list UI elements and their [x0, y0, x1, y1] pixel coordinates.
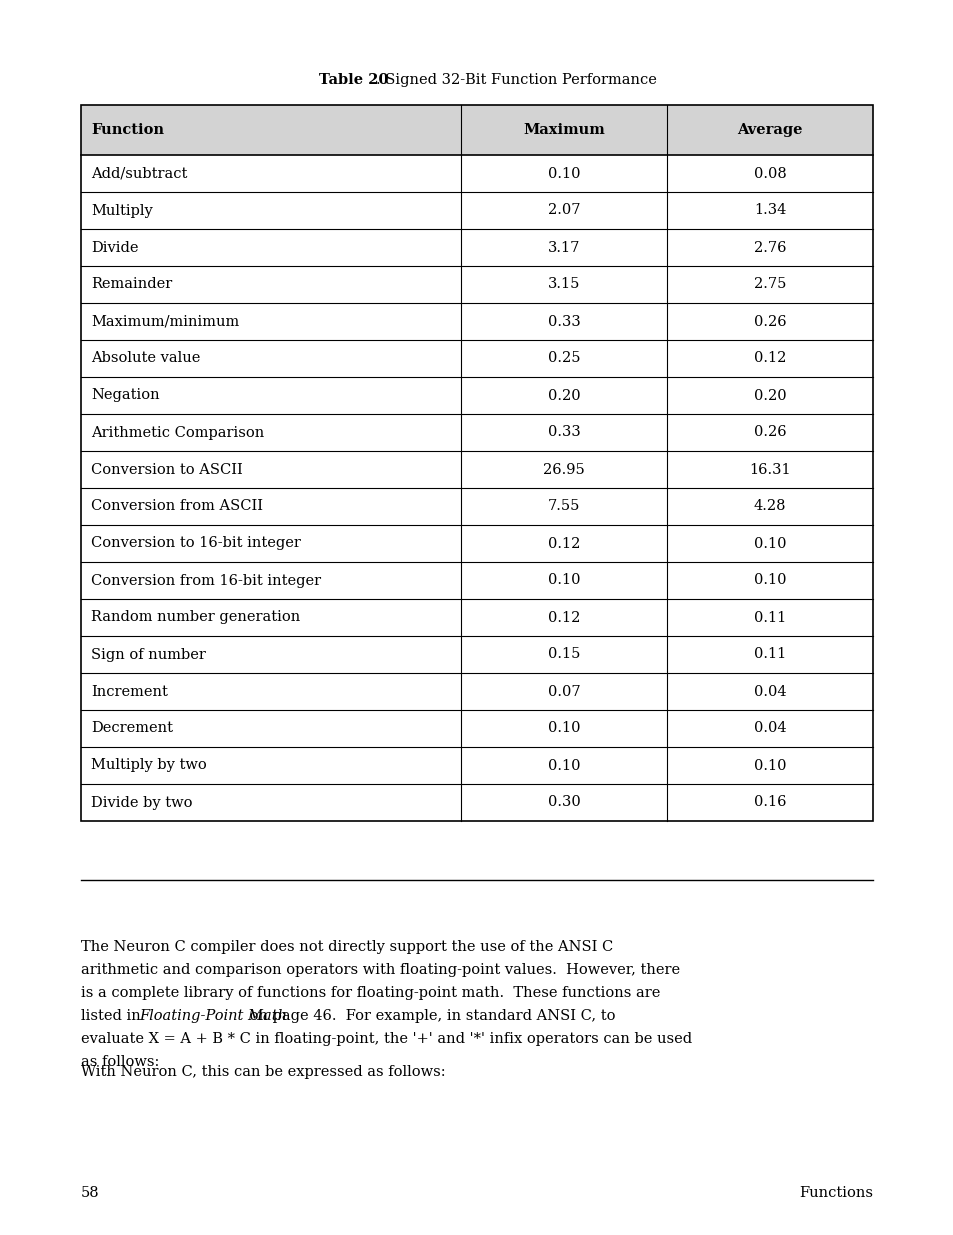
- Bar: [81, 266, 872, 303]
- Text: 0.10: 0.10: [547, 758, 579, 773]
- Text: Negation: Negation: [91, 389, 159, 403]
- Text: Random number generation: Random number generation: [91, 610, 300, 625]
- Text: Table 20: Table 20: [318, 73, 388, 86]
- Text: arithmetic and comparison operators with floating-point values.  However, there: arithmetic and comparison operators with…: [81, 963, 679, 977]
- Bar: [81, 710, 872, 747]
- Text: Absolute value: Absolute value: [91, 352, 200, 366]
- Bar: [81, 784, 872, 821]
- Text: 0.07: 0.07: [547, 684, 579, 699]
- Text: Remainder: Remainder: [91, 278, 172, 291]
- Bar: [81, 156, 872, 191]
- Text: 2.76: 2.76: [753, 241, 785, 254]
- Text: The Neuron C compiler does not directly support the use of the ANSI C: The Neuron C compiler does not directly …: [81, 940, 613, 953]
- Text: Maximum/minimum: Maximum/minimum: [91, 315, 239, 329]
- Bar: [81, 303, 872, 340]
- Text: Sign of number: Sign of number: [91, 647, 206, 662]
- Bar: [81, 451, 872, 488]
- Text: evaluate X = A + B * C in floating-point, the '+' and '*' infix operators can be: evaluate X = A + B * C in floating-point…: [81, 1032, 691, 1046]
- Text: listed in: listed in: [81, 1009, 145, 1023]
- Text: 0.20: 0.20: [547, 389, 579, 403]
- Text: Add/subtract: Add/subtract: [91, 167, 187, 180]
- Text: 2.07: 2.07: [547, 204, 579, 217]
- Text: is a complete library of functions for floating-point math.  These functions are: is a complete library of functions for f…: [81, 986, 659, 1000]
- Text: 26.95: 26.95: [542, 462, 584, 477]
- Bar: [81, 747, 872, 784]
- Text: 0.11: 0.11: [753, 610, 785, 625]
- Text: Divide: Divide: [91, 241, 138, 254]
- Text: 0.16: 0.16: [753, 795, 785, 809]
- Bar: [81, 105, 872, 156]
- Text: 0.33: 0.33: [547, 426, 579, 440]
- Text: 0.10: 0.10: [547, 573, 579, 588]
- Bar: [81, 525, 872, 562]
- Text: 7.55: 7.55: [547, 499, 579, 514]
- Text: Arithmetic Comparison: Arithmetic Comparison: [91, 426, 264, 440]
- Text: 0.10: 0.10: [547, 167, 579, 180]
- Text: Functions: Functions: [799, 1186, 872, 1200]
- Text: 4.28: 4.28: [753, 499, 785, 514]
- Text: 16.31: 16.31: [748, 462, 790, 477]
- Text: as follows:: as follows:: [81, 1055, 159, 1070]
- Text: Floating-Point Math: Floating-Point Math: [139, 1009, 287, 1023]
- Text: 0.33: 0.33: [547, 315, 579, 329]
- Text: Multiply by two: Multiply by two: [91, 758, 207, 773]
- Text: 0.12: 0.12: [547, 610, 579, 625]
- Text: Divide by two: Divide by two: [91, 795, 193, 809]
- Text: 0.20: 0.20: [753, 389, 785, 403]
- Text: 0.08: 0.08: [753, 167, 785, 180]
- Text: Function: Function: [91, 124, 164, 137]
- Bar: [81, 636, 872, 673]
- Bar: [81, 562, 872, 599]
- Text: 3.15: 3.15: [547, 278, 579, 291]
- Text: Maximum: Maximum: [522, 124, 604, 137]
- Text: 0.26: 0.26: [753, 315, 785, 329]
- Text: Conversion to 16-bit integer: Conversion to 16-bit integer: [91, 536, 300, 551]
- Bar: [81, 340, 872, 377]
- Text: With Neuron C, this can be expressed as follows:: With Neuron C, this can be expressed as …: [81, 1065, 445, 1079]
- Text: 0.12: 0.12: [547, 536, 579, 551]
- Text: 0.10: 0.10: [753, 573, 785, 588]
- Text: 0.10: 0.10: [547, 721, 579, 736]
- Bar: [81, 673, 872, 710]
- Bar: [81, 191, 872, 228]
- Text: 0.26: 0.26: [753, 426, 785, 440]
- Text: 0.11: 0.11: [753, 647, 785, 662]
- Text: 3.17: 3.17: [547, 241, 579, 254]
- Text: Increment: Increment: [91, 684, 168, 699]
- Text: Multiply: Multiply: [91, 204, 152, 217]
- Bar: [81, 488, 872, 525]
- Text: Conversion to ASCII: Conversion to ASCII: [91, 462, 242, 477]
- Text: 2.75: 2.75: [753, 278, 785, 291]
- Text: Conversion from 16-bit integer: Conversion from 16-bit integer: [91, 573, 321, 588]
- Text: 0.15: 0.15: [547, 647, 579, 662]
- Bar: [81, 414, 872, 451]
- Bar: [81, 377, 872, 414]
- Text: 0.12: 0.12: [753, 352, 785, 366]
- Text: 0.04: 0.04: [753, 721, 785, 736]
- Bar: [81, 228, 872, 266]
- Text: 0.30: 0.30: [547, 795, 579, 809]
- Bar: [81, 599, 872, 636]
- Text: 0.10: 0.10: [753, 536, 785, 551]
- Text: . Signed 32-Bit Function Performance: . Signed 32-Bit Function Performance: [375, 73, 657, 86]
- Text: Average: Average: [737, 124, 801, 137]
- Bar: [81, 105, 872, 821]
- Text: 0.10: 0.10: [753, 758, 785, 773]
- Text: 58: 58: [81, 1186, 99, 1200]
- Text: 0.25: 0.25: [547, 352, 579, 366]
- Text: 1.34: 1.34: [753, 204, 785, 217]
- Text: Decrement: Decrement: [91, 721, 172, 736]
- Text: on page 46.  For example, in standard ANSI C, to: on page 46. For example, in standard ANS…: [245, 1009, 615, 1023]
- Text: Conversion from ASCII: Conversion from ASCII: [91, 499, 263, 514]
- Text: 0.04: 0.04: [753, 684, 785, 699]
